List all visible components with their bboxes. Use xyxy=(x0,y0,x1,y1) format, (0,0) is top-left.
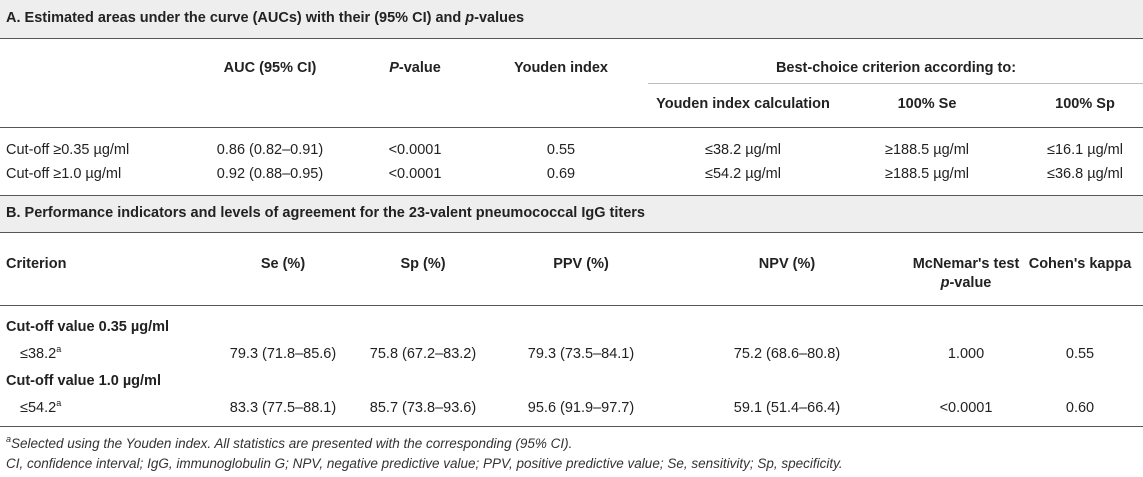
header-auc: AUC (95% CI) xyxy=(223,60,317,76)
ppv-value: 95.6 (91.9–97.7) xyxy=(527,400,635,416)
npv-value: 75.2 (68.6–80.8) xyxy=(733,346,841,362)
header-sp: Sp (%) xyxy=(400,256,446,272)
section-a-title-band xyxy=(0,0,1143,38)
group-title: Cut-off value 0.35 µg/ml xyxy=(6,319,170,335)
header-kappa: Cohen's kappa xyxy=(1028,256,1132,272)
section-b-header-rule xyxy=(0,305,1143,306)
section-a-title: A. Estimated areas under the curve (AUCs… xyxy=(6,10,525,26)
section-b-title-rule xyxy=(0,232,1143,233)
header-mcnemar-pvalue: p-value xyxy=(940,275,992,291)
group-title: Cut-off value 1.0 µg/ml xyxy=(6,373,161,389)
section-b-top-rule xyxy=(0,195,1143,196)
table-bottom-rule xyxy=(0,426,1143,427)
auc-value: 0.86 (0.82–0.91) xyxy=(216,142,324,158)
sp-value: 85.7 (73.8–93.6) xyxy=(369,400,477,416)
header-best-choice: Best-choice criterion according to: xyxy=(775,60,1017,76)
header-npv: NPV (%) xyxy=(758,256,816,272)
youden-calc-value: ≤54.2 µg/ml xyxy=(705,166,781,182)
mcnemar-value: <0.0001 xyxy=(939,400,993,416)
se-value: 79.3 (71.8–85.6) xyxy=(229,346,337,362)
kappa-value: 0.60 xyxy=(1065,400,1095,416)
header-100-se: 100% Se xyxy=(897,96,957,112)
npv-value: 59.1 (51.4–66.4) xyxy=(733,400,841,416)
header-youden-index: Youden index xyxy=(514,60,608,76)
auc-value: 0.92 (0.88–0.95) xyxy=(216,166,324,182)
section-a-top-rule xyxy=(0,38,1143,39)
best-choice-rule xyxy=(648,83,1143,84)
footnote-abbreviations: CI, confidence interval; IgG, immunoglob… xyxy=(6,456,843,471)
p-value: <0.0001 xyxy=(388,142,442,158)
se-value: 83.3 (77.5–88.1) xyxy=(229,400,337,416)
header-criterion: Criterion xyxy=(6,256,67,272)
ppv-value: 79.3 (73.5–84.1) xyxy=(527,346,635,362)
criterion-value: ≤38.2a xyxy=(20,344,62,363)
sp100-value: ≤16.1 µg/ml xyxy=(1047,142,1123,158)
sp100-value: ≤36.8 µg/ml xyxy=(1047,166,1123,182)
header-youden-calc: Youden index calculation xyxy=(656,96,830,112)
header-mcnemar: McNemar's test xyxy=(912,256,1020,272)
section-b-title: B. Performance indicators and levels of … xyxy=(6,205,645,221)
header-100-sp: 100% Sp xyxy=(1055,96,1115,112)
criterion-value: ≤54.2a xyxy=(20,398,62,417)
section-b-title-band xyxy=(0,196,1143,232)
se100-value: ≥188.5 µg/ml xyxy=(884,166,970,182)
header-ppv: PPV (%) xyxy=(553,256,609,272)
row-label: Cut-off ≥1.0 µg/ml xyxy=(6,166,122,182)
p-value: <0.0001 xyxy=(388,166,442,182)
footnote-a: aSelected using the Youden index. All st… xyxy=(6,434,573,452)
youden-value: 0.69 xyxy=(546,166,576,182)
mcnemar-value: 1.000 xyxy=(947,346,985,362)
youden-calc-value: ≤38.2 µg/ml xyxy=(705,142,781,158)
header-se: Se (%) xyxy=(260,256,306,272)
row-label: Cut-off ≥0.35 µg/ml xyxy=(6,142,130,158)
sp-value: 75.8 (67.2–83.2) xyxy=(369,346,477,362)
se100-value: ≥188.5 µg/ml xyxy=(884,142,970,158)
section-a-header-rule xyxy=(0,127,1143,128)
header-pvalue: P-value xyxy=(389,60,441,76)
kappa-value: 0.55 xyxy=(1065,346,1095,362)
youden-value: 0.55 xyxy=(546,142,576,158)
